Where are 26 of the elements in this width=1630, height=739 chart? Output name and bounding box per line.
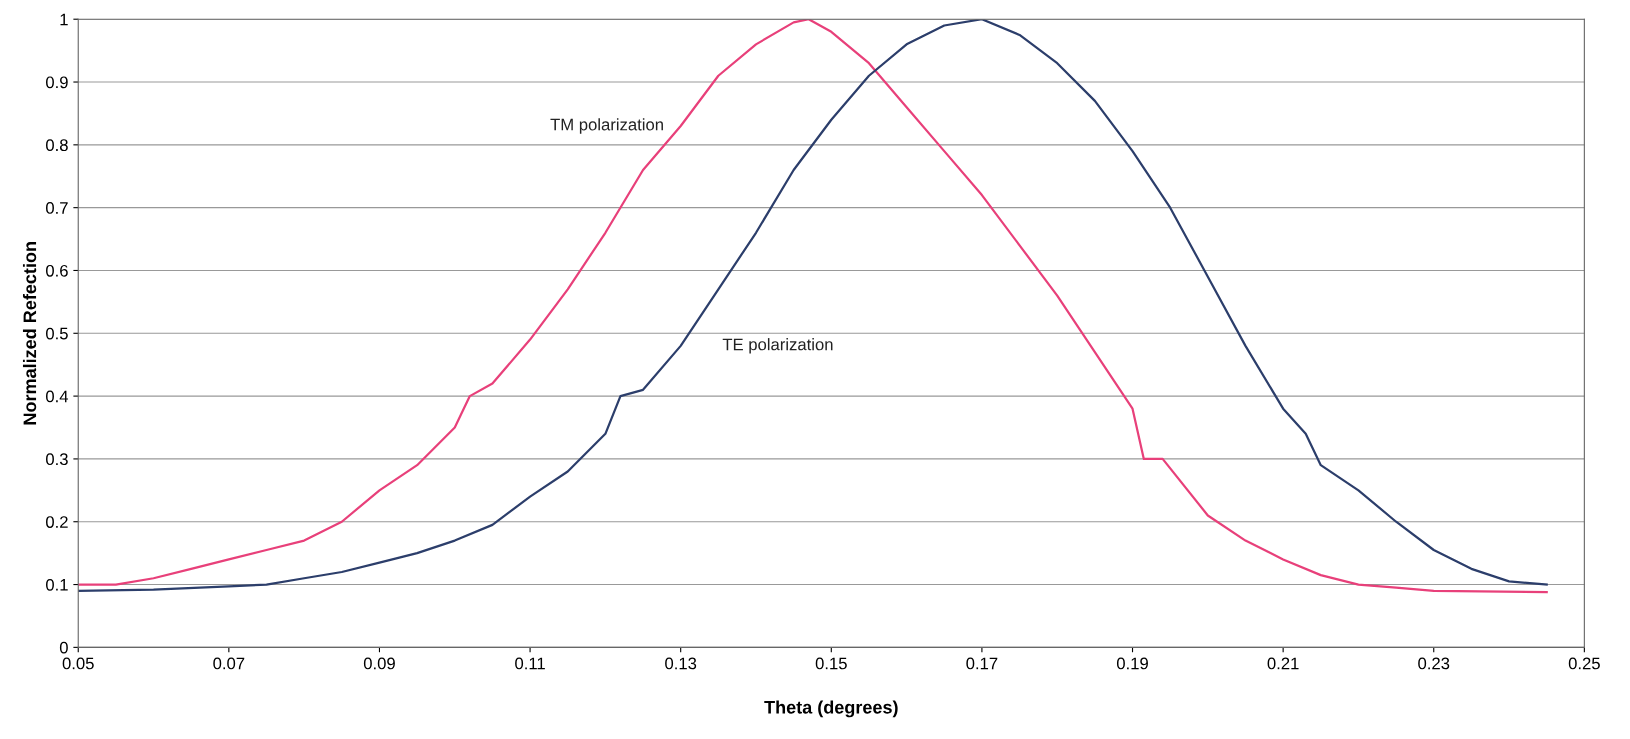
y-tick-label: 0.6 (46, 264, 68, 277)
y-tick-label: 1 (60, 13, 68, 26)
y-tick-label: 0.3 (46, 453, 68, 466)
x-tick-label: 0.07 (213, 657, 245, 670)
x-tick-label: 0.19 (1116, 657, 1148, 670)
x-axis-title: Theta (degrees) (764, 700, 898, 718)
y-tick-label: 0 (59, 641, 68, 654)
x-tick-label: 0.05 (62, 657, 94, 670)
x-tick-label: 0.13 (665, 657, 697, 670)
y-tick-label: 0.2 (46, 516, 68, 528)
y-tick-label: 0.7 (46, 202, 68, 214)
x-tick-label: 0.25 (1568, 657, 1600, 670)
x-tick-label: 0.11 (515, 657, 545, 670)
y-tick-label: 0.4 (46, 390, 69, 403)
y-tick-label: 0.1 (46, 578, 68, 591)
x-tick-label: 0.17 (966, 657, 998, 670)
x-tick-label: 0.23 (1418, 657, 1450, 670)
y-tick-label: 0.8 (46, 139, 68, 152)
y-tick-label: 0.5 (46, 327, 68, 340)
series-label: TE polarization (722, 338, 833, 354)
x-tick-label: 0.09 (363, 657, 395, 670)
y-tick-label: 0.9 (46, 76, 68, 89)
series-label: TM polarization (550, 118, 663, 134)
y-axis-title: Normalized Refection (22, 242, 37, 425)
x-tick-label: 0.15 (815, 657, 847, 670)
x-tick-label: 0.21 (1267, 657, 1299, 670)
